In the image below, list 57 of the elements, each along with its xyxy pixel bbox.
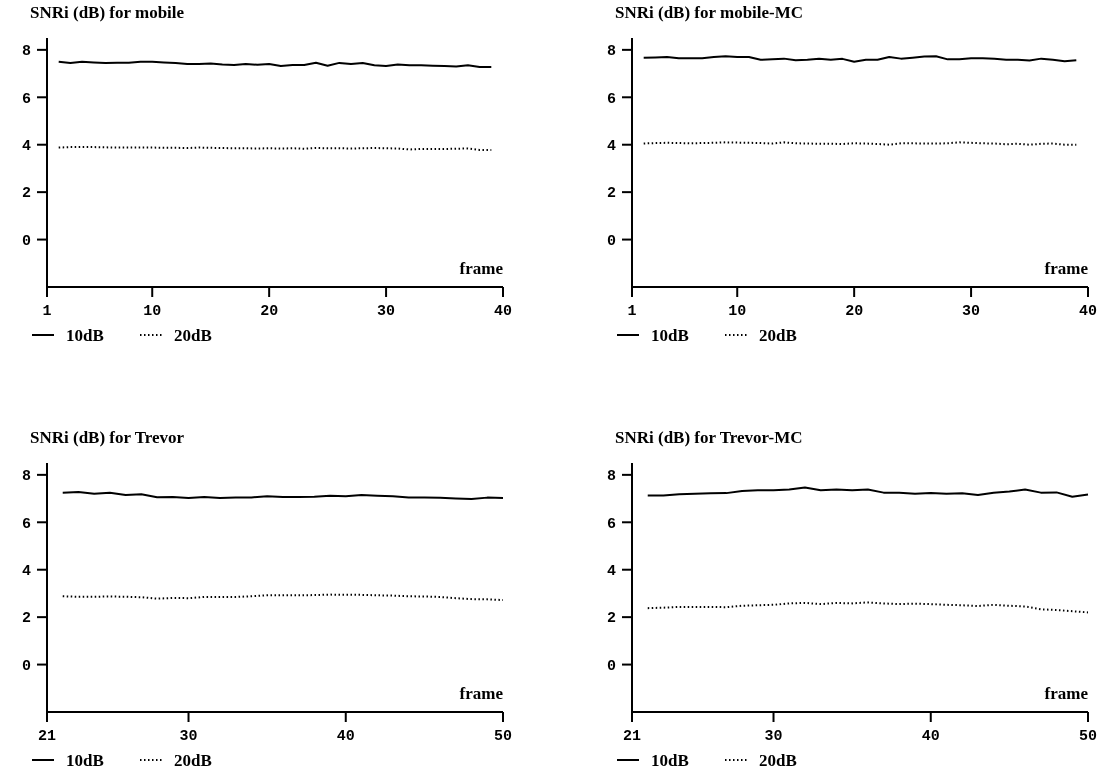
x-tick-label: 30: [377, 303, 396, 320]
x-tick-label: 40: [336, 728, 355, 745]
y-tick-label: 8: [21, 468, 31, 486]
x-tick-label: 50: [493, 728, 513, 745]
y-tick-label: 2: [606, 185, 616, 203]
y-tick-label: 2: [21, 185, 31, 203]
legend-label: 20dB: [174, 751, 212, 770]
legend-label: 10dB: [66, 326, 104, 345]
x-tick-label: 21: [622, 728, 642, 745]
x-axis-title: frame: [459, 259, 504, 278]
legend-label: 10dB: [66, 751, 104, 770]
chart-title: SNRi (dB) for Trevor-MC: [615, 428, 803, 447]
x-tick-label: 10: [143, 303, 162, 320]
y-tick-label: 4: [21, 137, 31, 155]
chart-title: SNRi (dB) for Trevor: [30, 428, 185, 447]
y-tick-label: 4: [21, 562, 31, 580]
x-tick-label: 10: [728, 303, 747, 320]
x-axis-title: frame: [459, 684, 504, 703]
x-tick-label: 40: [921, 728, 940, 745]
y-tick-label: 8: [21, 43, 31, 61]
line-series: [646, 601, 1089, 614]
y-tick-label: 6: [21, 90, 31, 108]
x-tick-label: 1: [627, 303, 637, 320]
y-tick-label: 0: [606, 232, 616, 250]
x-tick-label: 20: [845, 303, 864, 320]
y-tick-label: 0: [21, 657, 31, 675]
line-series: [646, 486, 1089, 498]
y-tick-label: 6: [606, 515, 616, 533]
x-tick-label: 1: [42, 303, 52, 320]
x-tick-label: 50: [1078, 728, 1098, 745]
legend-label: 20dB: [759, 326, 797, 345]
legend-label: 10dB: [651, 326, 689, 345]
y-tick-label: 0: [21, 232, 31, 250]
y-tick-label: 4: [606, 562, 616, 580]
legend-label: 20dB: [759, 751, 797, 770]
legend-label: 10dB: [651, 751, 689, 770]
y-tick-label: 4: [606, 137, 616, 155]
x-tick-label: 40: [493, 303, 513, 320]
x-tick-label: 30: [764, 728, 783, 745]
x-axis-title: frame: [1044, 684, 1089, 703]
x-tick-label: 40: [1078, 303, 1098, 320]
y-tick-label: 0: [606, 657, 616, 675]
y-tick-label: 6: [606, 90, 616, 108]
line-series: [61, 490, 504, 501]
y-tick-label: 2: [21, 610, 31, 628]
legend-label: 20dB: [174, 326, 212, 345]
x-tick-label: 20: [260, 303, 279, 320]
y-tick-label: 8: [606, 468, 616, 486]
x-axis-title: frame: [1044, 259, 1089, 278]
y-tick-label: 6: [21, 515, 31, 533]
x-tick-label: 21: [37, 728, 57, 745]
y-tick-label: 2: [606, 610, 616, 628]
x-tick-label: 30: [179, 728, 198, 745]
x-tick-label: 30: [962, 303, 981, 320]
y-tick-label: 8: [606, 43, 616, 61]
chart-title: SNRi (dB) for mobile-MC: [615, 3, 804, 22]
chart-title: SNRi (dB) for mobile: [30, 3, 185, 22]
